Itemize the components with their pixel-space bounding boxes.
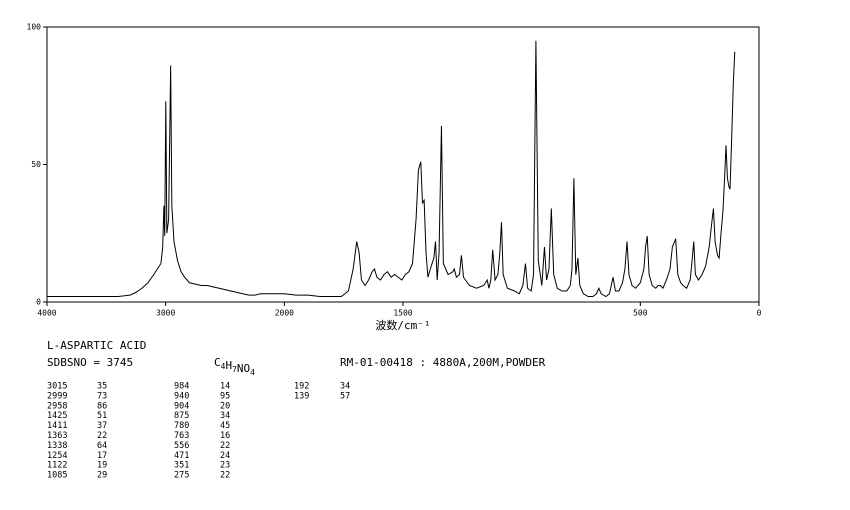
peak-intensity: 16 [220,431,230,441]
peak-intensity: 19 [97,461,107,471]
peak-intensity: 45 [220,421,230,431]
peak-intensity: 22 [220,441,230,451]
peak-wavenumber: 3015 [47,382,67,392]
peak-wavenumber: 904 [174,401,189,411]
x-tick-label: 2000 [275,309,294,318]
sdbs-number: SDBSNO = 3745 [47,356,133,369]
peak-intensity: 17 [97,451,107,461]
peak-wavenumber: 2999 [47,391,67,401]
peak-wavenumber: 1338 [47,441,67,451]
peak-wavenumber: 351 [174,461,189,471]
spectrum-line [47,40,736,298]
peak-wavenumber: 139 [294,391,309,401]
peak-wavenumber: 471 [174,451,189,461]
y-tick-label: 0 [36,298,41,307]
peak-wavenumber: 984 [174,382,189,392]
x-tick-label: 1500 [393,309,412,318]
x-tick-label: 0 [757,309,762,318]
peak-wavenumber: 780 [174,421,189,431]
peak-wavenumber: 875 [174,411,189,421]
peak-intensity: 14 [220,382,230,392]
sample-name: L-ASPARTIC ACID [47,339,146,352]
peak-intensity: 29 [97,471,107,481]
peak-intensity: 34 [340,382,350,392]
peak-intensity: 64 [97,441,107,451]
peak-intensity: 37 [97,421,107,431]
peak-intensity: 86 [97,401,107,411]
peak-wavenumber: 763 [174,431,189,441]
peak-intensity: 34 [220,411,230,421]
peak-wavenumber: 1411 [47,421,67,431]
x-tick-label: 500 [633,309,648,318]
plot-frame [46,26,760,303]
formula: C4H7NO4 [214,356,255,377]
peak-intensity: 95 [220,391,230,401]
peak-intensity: 22 [97,431,107,441]
peak-wavenumber: 2958 [47,401,67,411]
y-tick-label: 100 [27,23,42,32]
x-axis-label: 波数/cm⁻¹ [375,319,430,332]
peak-intensity: 51 [97,411,107,421]
peak-intensity: 20 [220,401,230,411]
peak-intensity: 22 [220,471,230,481]
peak-wavenumber: 1363 [47,431,67,441]
peak-wavenumber: 556 [174,441,189,451]
peak-wavenumber: 275 [174,471,189,481]
peak-wavenumber: 1085 [47,471,67,481]
peak-wavenumber: 1425 [47,411,67,421]
x-tick-label: 4000 [37,309,56,318]
peak-intensity: 35 [97,382,107,392]
conditions: RM-01-00418 : 4880A,200M,POWDER [340,356,546,369]
peak-wavenumber: 940 [174,391,189,401]
peak-wavenumber: 1254 [47,451,67,461]
peak-intensity: 73 [97,391,107,401]
y-tick-label: 50 [31,160,41,169]
peak-wavenumber: 192 [294,382,309,392]
peak-wavenumber: 1122 [47,461,67,471]
peak-intensity: 24 [220,451,230,461]
x-tick-label: 3000 [156,309,175,318]
peak-intensity: 57 [340,391,350,401]
peak-intensity: 23 [220,461,230,471]
